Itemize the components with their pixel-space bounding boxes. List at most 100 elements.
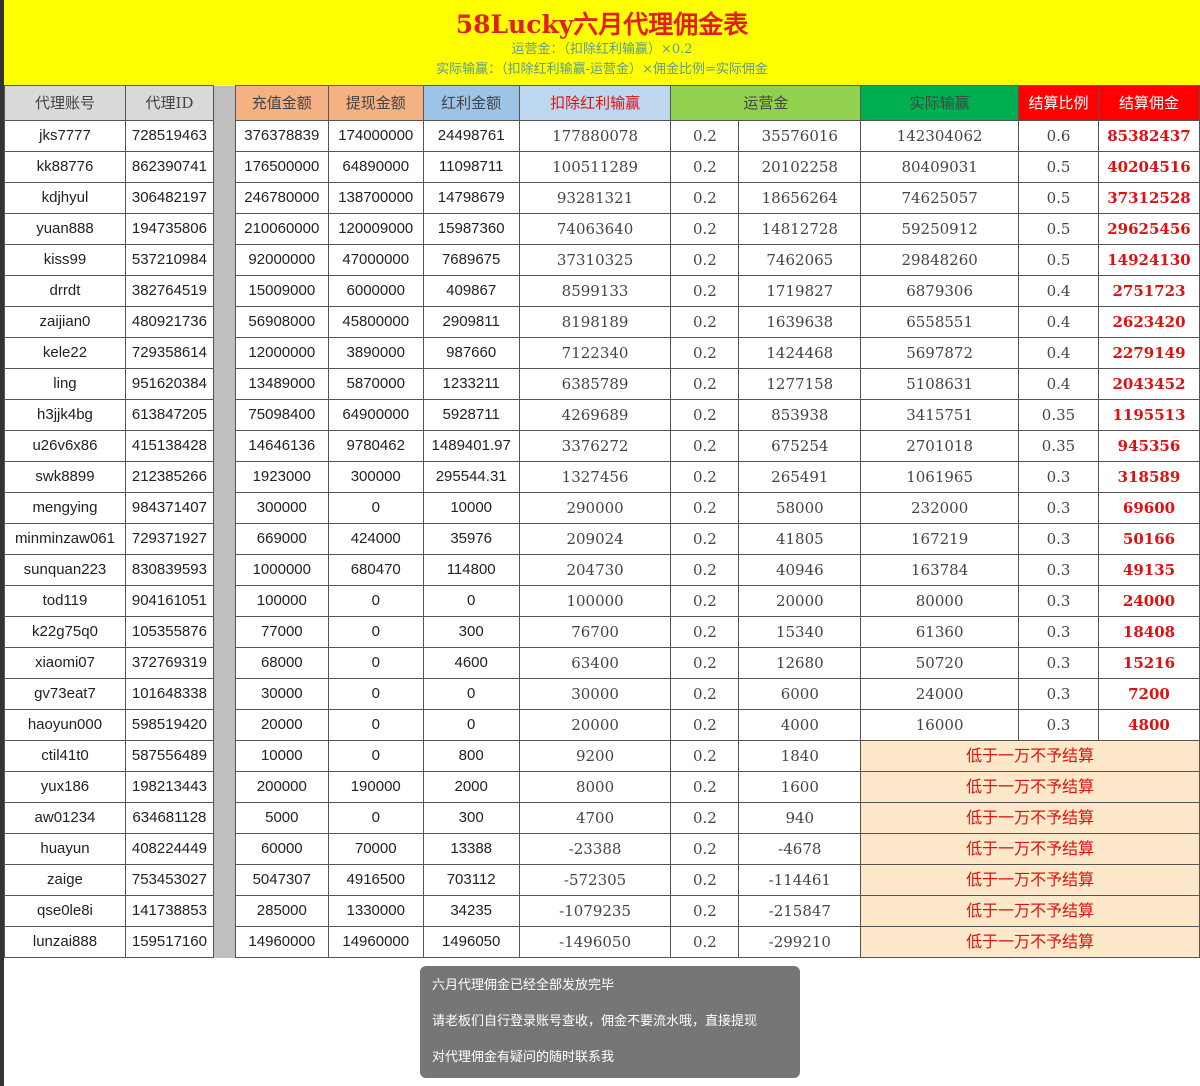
cell-withdraw[interactable]: 64890000 — [327, 151, 424, 183]
cell-rate[interactable]: 0.5 — [1018, 151, 1099, 183]
cell-withdraw[interactable]: 0 — [327, 709, 424, 741]
cell-agent-id[interactable]: 198213443 — [124, 771, 214, 803]
cell-commission[interactable]: 2043452 — [1097, 368, 1200, 400]
cell-operating-fee[interactable]: 15340 — [738, 616, 862, 648]
cell-rate[interactable]: 0.5 — [1018, 213, 1099, 245]
cell-withdraw[interactable]: 174000000 — [327, 120, 424, 152]
cell-deposit[interactable]: 669000 — [234, 523, 329, 555]
cell-actual-net[interactable]: 59250912 — [860, 213, 1020, 245]
cell-agent-id[interactable]: 141738853 — [124, 895, 214, 927]
cell-account[interactable]: swk8899 — [4, 461, 126, 493]
cell-deposit[interactable]: 200000 — [234, 771, 329, 803]
cell-fee-ratio[interactable]: 0.2 — [670, 926, 740, 958]
cell-operating-fee[interactable]: 4000 — [738, 709, 862, 741]
cell-fee-ratio[interactable]: 0.2 — [670, 833, 740, 865]
cell-deposit[interactable]: 5047307 — [234, 864, 329, 896]
cell-agent-id[interactable]: 537210984 — [124, 244, 214, 276]
cell-account[interactable]: sunquan223 — [4, 554, 126, 586]
cell-actual-net[interactable]: 29848260 — [860, 244, 1020, 276]
cell-operating-fee[interactable]: -4678 — [738, 833, 862, 865]
cell-commission[interactable]: 14924130 — [1097, 244, 1200, 276]
cell-account[interactable]: aw01234 — [4, 802, 126, 834]
cell-actual-net[interactable]: 232000 — [860, 492, 1020, 524]
cell-agent-id[interactable]: 372769319 — [124, 647, 214, 679]
cell-operating-fee[interactable]: 20102258 — [738, 151, 862, 183]
cell-fee-ratio[interactable]: 0.2 — [670, 120, 740, 152]
cell-withdraw[interactable]: 4916500 — [327, 864, 424, 896]
cell-agent-id[interactable]: 951620384 — [124, 368, 214, 400]
cell-bonus[interactable]: 7689675 — [422, 244, 520, 276]
cell-bonus[interactable]: 300 — [422, 802, 520, 834]
cell-rate[interactable]: 0.3 — [1018, 709, 1099, 741]
cell-account[interactable]: k22g75q0 — [4, 616, 126, 648]
header-agent-id[interactable]: 代理ID — [124, 85, 214, 121]
cell-withdraw[interactable]: 190000 — [327, 771, 424, 803]
cell-deposit[interactable]: 14960000 — [234, 926, 329, 958]
cell-commission[interactable]: 7200 — [1097, 678, 1200, 710]
cell-account[interactable]: gv73eat7 — [4, 678, 126, 710]
cell-withdraw[interactable]: 0 — [327, 802, 424, 834]
cell-fee-ratio[interactable]: 0.2 — [670, 895, 740, 927]
cell-fee-ratio[interactable]: 0.2 — [670, 523, 740, 555]
header-deposit[interactable]: 充值金额 — [234, 85, 329, 121]
cell-fee-ratio[interactable]: 0.2 — [670, 554, 740, 586]
cell-deposit[interactable]: 30000 — [234, 678, 329, 710]
cell-account[interactable]: huayun — [4, 833, 126, 865]
cell-fee-ratio[interactable]: 0.2 — [670, 492, 740, 524]
cell-agent-id[interactable]: 101648338 — [124, 678, 214, 710]
cell-agent-id[interactable]: 415138428 — [124, 430, 214, 462]
cell-withdraw[interactable]: 47000000 — [327, 244, 424, 276]
cell-net-after-bonus[interactable]: 63400 — [518, 647, 672, 679]
cell-withdraw[interactable]: 300000 — [327, 461, 424, 493]
cell-account[interactable]: kdjhyul — [4, 182, 126, 214]
cell-withdraw[interactable]: 0 — [327, 492, 424, 524]
cell-deposit[interactable]: 14646136 — [234, 430, 329, 462]
cell-commission[interactable]: 1195513 — [1097, 399, 1200, 431]
cell-commission[interactable]: 50166 — [1097, 523, 1200, 555]
cell-deposit[interactable]: 56908000 — [234, 306, 329, 338]
cell-operating-fee[interactable]: 1600 — [738, 771, 862, 803]
cell-operating-fee[interactable]: 1840 — [738, 740, 862, 772]
cell-account[interactable]: zaijian0 — [4, 306, 126, 338]
cell-agent-id[interactable]: 984371407 — [124, 492, 214, 524]
cell-deposit[interactable]: 100000 — [234, 585, 329, 617]
cell-deposit[interactable]: 285000 — [234, 895, 329, 927]
header-net-after-bonus[interactable]: 扣除红利输赢 — [518, 85, 672, 121]
cell-bonus[interactable]: 24498761 — [422, 120, 520, 152]
cell-rate[interactable]: 0.3 — [1018, 678, 1099, 710]
cell-withdraw[interactable]: 9780462 — [327, 430, 424, 462]
cell-net-after-bonus[interactable]: 74063640 — [518, 213, 672, 245]
cell-operating-fee[interactable]: 35576016 — [738, 120, 862, 152]
cell-fee-ratio[interactable]: 0.2 — [670, 802, 740, 834]
cell-net-after-bonus[interactable]: -1079235 — [518, 895, 672, 927]
cell-bonus[interactable]: 2909811 — [422, 306, 520, 338]
cell-fee-ratio[interactable]: 0.2 — [670, 306, 740, 338]
cell-bonus[interactable]: 10000 — [422, 492, 520, 524]
cell-rate[interactable]: 0.4 — [1018, 368, 1099, 400]
cell-agent-id[interactable]: 408224449 — [124, 833, 214, 865]
cell-actual-net[interactable]: 6558551 — [860, 306, 1020, 338]
cell-commission[interactable]: 2623420 — [1097, 306, 1200, 338]
cell-rate[interactable]: 0.5 — [1018, 182, 1099, 214]
cell-account[interactable]: ling — [4, 368, 126, 400]
cell-fee-ratio[interactable]: 0.2 — [670, 244, 740, 276]
cell-deposit[interactable]: 376378839 — [234, 120, 329, 152]
cell-operating-fee[interactable]: 7462065 — [738, 244, 862, 276]
cell-net-after-bonus[interactable]: 1327456 — [518, 461, 672, 493]
header-rate[interactable]: 结算比例 — [1018, 85, 1099, 121]
cell-actual-net[interactable]: 74625057 — [860, 182, 1020, 214]
cell-commission[interactable]: 318589 — [1097, 461, 1200, 493]
cell-net-after-bonus[interactable]: 30000 — [518, 678, 672, 710]
cell-account[interactable]: kk88776 — [4, 151, 126, 183]
cell-account[interactable]: zaige — [4, 864, 126, 896]
cell-bonus[interactable]: 4600 — [422, 647, 520, 679]
cell-account[interactable]: tod119 — [4, 585, 126, 617]
cell-deposit[interactable]: 68000 — [234, 647, 329, 679]
cell-actual-net[interactable]: 50720 — [860, 647, 1020, 679]
cell-net-after-bonus[interactable]: 7122340 — [518, 337, 672, 369]
cell-agent-id[interactable]: 212385266 — [124, 461, 214, 493]
cell-withdraw[interactable]: 0 — [327, 740, 424, 772]
cell-deposit[interactable]: 5000 — [234, 802, 329, 834]
header-bonus[interactable]: 红利金额 — [422, 85, 520, 121]
cell-rate[interactable]: 0.3 — [1018, 492, 1099, 524]
